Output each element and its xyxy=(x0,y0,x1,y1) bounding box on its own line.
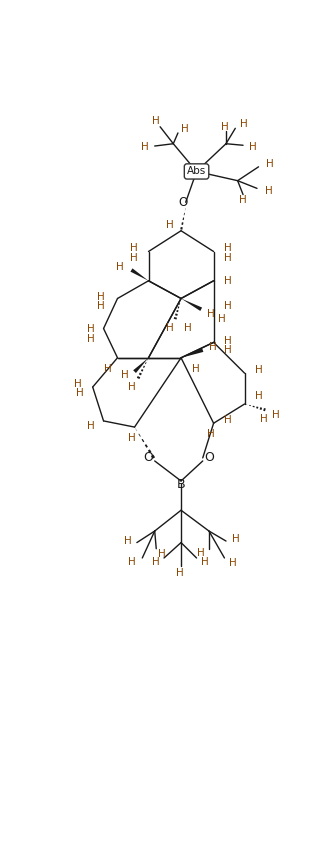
Text: O: O xyxy=(204,451,214,464)
Text: H: H xyxy=(224,244,232,253)
Text: H: H xyxy=(196,549,204,558)
Text: H: H xyxy=(224,345,232,355)
Polygon shape xyxy=(184,213,185,215)
Text: H: H xyxy=(128,556,136,567)
Text: H: H xyxy=(240,118,248,129)
Text: H: H xyxy=(207,309,215,319)
Text: H: H xyxy=(224,252,232,263)
Text: H: H xyxy=(141,142,148,152)
Polygon shape xyxy=(139,372,142,375)
Text: H: H xyxy=(165,323,173,333)
Polygon shape xyxy=(181,222,183,225)
Text: H: H xyxy=(86,334,94,344)
Polygon shape xyxy=(180,227,183,230)
Text: H: H xyxy=(232,534,240,543)
Text: H: H xyxy=(130,252,138,263)
Text: H: H xyxy=(260,415,268,424)
Polygon shape xyxy=(141,439,144,442)
Text: H: H xyxy=(249,142,257,152)
Text: H: H xyxy=(184,323,192,333)
Text: H: H xyxy=(239,195,247,205)
Text: H: H xyxy=(158,550,165,559)
Polygon shape xyxy=(180,299,181,302)
Text: Abs: Abs xyxy=(187,167,206,176)
Polygon shape xyxy=(256,406,259,409)
Polygon shape xyxy=(145,444,148,448)
Text: H: H xyxy=(104,364,111,373)
Polygon shape xyxy=(141,369,143,372)
Text: B: B xyxy=(177,479,185,492)
Text: H: H xyxy=(74,379,82,389)
Polygon shape xyxy=(263,408,266,411)
Text: H: H xyxy=(152,556,159,567)
Text: H: H xyxy=(130,244,138,253)
Polygon shape xyxy=(176,310,179,312)
Polygon shape xyxy=(249,405,251,406)
Text: H: H xyxy=(76,388,84,398)
Text: H: H xyxy=(224,336,232,346)
Text: H: H xyxy=(192,364,200,373)
Text: H: H xyxy=(209,342,217,352)
Text: H: H xyxy=(224,415,232,425)
Polygon shape xyxy=(139,434,141,436)
Text: H: H xyxy=(97,292,105,302)
Text: H: H xyxy=(97,302,105,311)
Text: H: H xyxy=(265,186,273,195)
Text: H: H xyxy=(86,421,94,430)
Text: H: H xyxy=(165,219,173,230)
Text: O: O xyxy=(144,451,153,464)
Polygon shape xyxy=(179,303,180,305)
Polygon shape xyxy=(178,307,179,308)
Polygon shape xyxy=(143,365,145,368)
Text: H: H xyxy=(201,556,209,567)
Polygon shape xyxy=(135,429,137,431)
Polygon shape xyxy=(133,358,148,373)
Text: H: H xyxy=(181,124,189,134)
Polygon shape xyxy=(147,359,148,360)
Text: H: H xyxy=(176,569,183,578)
Polygon shape xyxy=(131,269,148,281)
Text: H: H xyxy=(207,429,214,439)
Text: H: H xyxy=(255,391,263,401)
Text: H: H xyxy=(224,302,232,311)
Polygon shape xyxy=(137,376,140,379)
Polygon shape xyxy=(260,407,262,410)
Text: H: H xyxy=(220,122,228,132)
Polygon shape xyxy=(185,208,186,211)
Text: H: H xyxy=(128,433,135,443)
Text: H: H xyxy=(266,159,274,168)
Polygon shape xyxy=(181,298,202,311)
Text: H: H xyxy=(128,382,136,392)
Text: H: H xyxy=(224,276,232,286)
Polygon shape xyxy=(252,406,255,408)
Text: H: H xyxy=(218,314,226,324)
Polygon shape xyxy=(151,454,155,459)
Text: H: H xyxy=(116,262,124,272)
Text: O: O xyxy=(178,196,187,209)
Text: H: H xyxy=(124,536,132,546)
Text: H: H xyxy=(121,370,128,379)
Polygon shape xyxy=(145,362,147,365)
Text: H: H xyxy=(229,557,237,568)
Polygon shape xyxy=(174,317,177,320)
Text: H: H xyxy=(255,365,263,375)
Text: H: H xyxy=(86,323,94,334)
Polygon shape xyxy=(175,314,178,316)
Polygon shape xyxy=(148,449,151,454)
Polygon shape xyxy=(183,218,184,220)
Text: H: H xyxy=(272,410,279,420)
Polygon shape xyxy=(181,348,204,358)
Text: H: H xyxy=(152,117,160,126)
